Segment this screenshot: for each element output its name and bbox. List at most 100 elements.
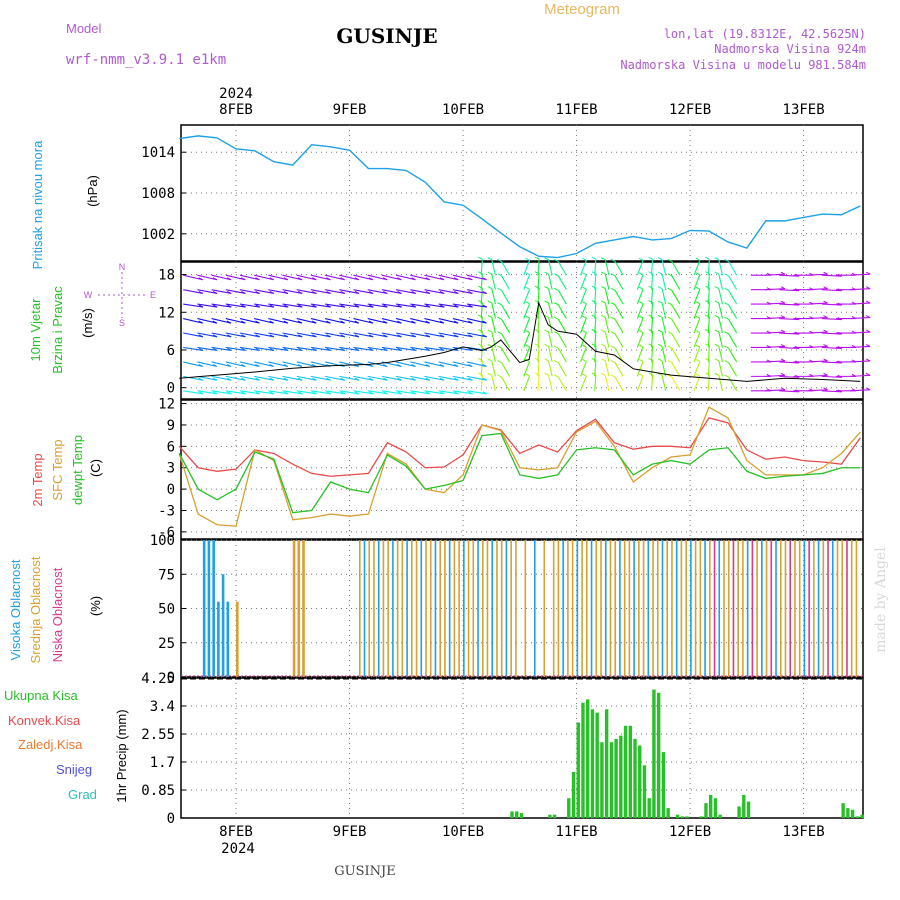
wind-arrow-head xyxy=(269,290,275,294)
wind-arrow xyxy=(254,361,274,368)
wind-arrow xyxy=(636,274,644,290)
wind-arrow-head xyxy=(695,272,701,276)
wind-arrow-head xyxy=(638,257,644,261)
wind-arrow-head xyxy=(823,329,828,333)
watermark: made by Angel xyxy=(873,547,889,653)
wind-arrow-head xyxy=(326,277,331,281)
wind-arrow xyxy=(604,360,610,377)
wind-arrow-head xyxy=(383,304,388,308)
wind-arrow xyxy=(239,318,260,324)
wind-arrow xyxy=(636,317,644,334)
cloud-bar xyxy=(775,540,777,677)
precip-bar xyxy=(704,803,708,818)
wind-arrow xyxy=(282,332,303,338)
wind-arrow-head xyxy=(468,320,473,324)
wind-arrow xyxy=(466,274,487,281)
wind-arrow xyxy=(239,303,260,308)
cloud-bar xyxy=(765,540,768,677)
wind-arrow xyxy=(491,317,496,334)
cloud-bar xyxy=(827,540,829,677)
wind-arrow-head xyxy=(554,287,559,291)
wind-arrow-head xyxy=(340,290,346,294)
wind-arrow-head xyxy=(198,364,203,367)
cloud-bar xyxy=(448,540,451,677)
wind-arrow xyxy=(183,361,203,368)
wind-arrow-head xyxy=(601,300,606,304)
cloud-bar xyxy=(406,540,408,677)
wind-arrow xyxy=(395,318,416,324)
pressure-title: Pritisak na nivou mora xyxy=(30,140,45,269)
wind-arrow-head xyxy=(695,301,701,305)
wind-arrow xyxy=(410,289,431,294)
cloud-bar xyxy=(704,540,706,677)
wind-arrow xyxy=(693,375,701,392)
wind-arrow-head xyxy=(425,277,430,281)
wind-arrow-head xyxy=(411,290,416,294)
wind-arrow xyxy=(728,304,738,319)
wind-arrow-head xyxy=(212,320,218,324)
wind-arrow-head xyxy=(354,304,360,308)
wind-arrow-head xyxy=(544,286,549,289)
wind-arrow xyxy=(183,289,203,294)
wind-arrow xyxy=(614,290,624,305)
wind-arrow xyxy=(548,331,553,348)
cloud-bar xyxy=(458,540,460,677)
wind-arrow-head xyxy=(667,287,673,291)
wind-arrow xyxy=(183,390,204,395)
wind-arrow xyxy=(381,289,402,294)
wind-arrow-head xyxy=(312,391,317,395)
top-day-label: 9FEB xyxy=(333,102,367,118)
wind-arrow-head xyxy=(326,320,331,324)
precip-bars xyxy=(181,678,864,818)
wind-arrow xyxy=(395,375,416,381)
cloud-bar xyxy=(709,540,711,677)
wind-arrow xyxy=(707,259,710,276)
wind-arrow xyxy=(367,274,388,281)
y-tick-label: 75 xyxy=(158,567,175,583)
cloud-bar xyxy=(619,540,621,677)
wind-arrow-head xyxy=(354,348,360,351)
wind-arrow xyxy=(557,376,567,392)
wind-arrow-head xyxy=(544,329,549,333)
wind-arrow xyxy=(239,346,260,352)
wind-arrow xyxy=(239,375,260,381)
wind-arrow xyxy=(779,332,800,335)
wind-arrow-head xyxy=(297,277,303,281)
wind-arrow-head xyxy=(544,343,549,347)
wind-arrow-head xyxy=(780,286,786,290)
wind-arrow-head xyxy=(312,277,317,281)
cloud-bar xyxy=(836,540,839,677)
wind-arrow-head xyxy=(312,377,317,381)
cloud-bar xyxy=(666,540,669,677)
wind-arrow xyxy=(580,361,587,377)
wind-arrow-head xyxy=(312,304,317,308)
wind-arrow xyxy=(614,318,624,334)
wind-arrow-head xyxy=(482,334,487,338)
wind-arrow xyxy=(254,318,274,324)
wind-arrow-head xyxy=(554,302,559,306)
wind-arrow xyxy=(850,360,871,363)
wind-arrow xyxy=(718,288,723,305)
precip-bar xyxy=(685,816,689,818)
wind-arrow-head xyxy=(487,329,493,333)
wind-arrow xyxy=(661,331,667,348)
cloud-bar xyxy=(822,540,825,677)
product-title: Meteogram xyxy=(544,1,620,18)
wind-arrow-head xyxy=(241,277,246,281)
wind-arrow-head xyxy=(780,329,786,333)
cloud-bar xyxy=(297,540,301,677)
wind-arrow xyxy=(650,345,654,362)
wind-arrow xyxy=(548,375,553,391)
wind-arrow-head xyxy=(241,391,246,395)
precip-bar xyxy=(661,752,666,818)
wind-arrow-head xyxy=(383,348,388,351)
wind-arrow-head xyxy=(297,334,303,338)
wind-arrow-head xyxy=(591,256,597,260)
cloud-bar xyxy=(671,540,673,677)
cloud-bar xyxy=(387,540,389,677)
wind-arrow-head xyxy=(198,334,204,338)
wind-arrow xyxy=(225,390,246,395)
wind-arrow xyxy=(707,374,710,391)
bottom-day-label: 9FEB xyxy=(333,824,367,840)
cloud-bar xyxy=(727,540,730,677)
